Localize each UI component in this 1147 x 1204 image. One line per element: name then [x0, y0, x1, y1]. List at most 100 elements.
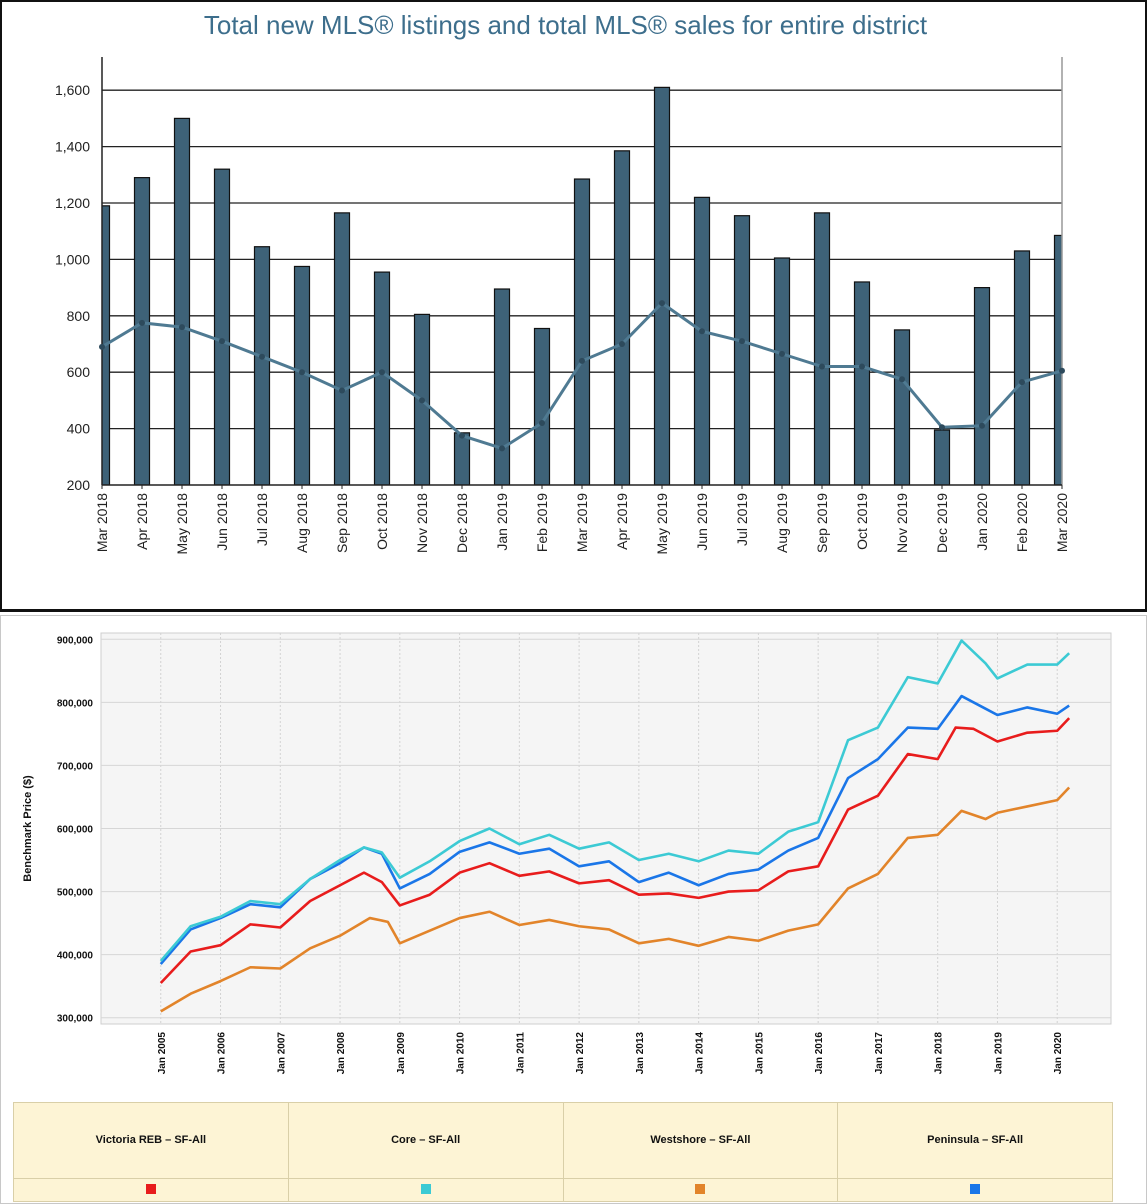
x-tick-label: Sep 2018 — [334, 493, 350, 553]
x-tick-label: Feb 2019 — [534, 493, 550, 552]
x-tick-label: Aug 2018 — [294, 493, 310, 553]
y-tick-label: 1,600 — [55, 82, 90, 98]
bar — [1013, 250, 1031, 485]
y-tick-label: 1,400 — [55, 139, 90, 155]
legend-item-core[interactable]: Core – SF-All — [288, 1103, 564, 1201]
x-tick-label: Jan 2014 — [695, 1032, 706, 1075]
benchmark-price-chart-panel: Jan 2005 Jan 2006 Jan 2007 Jan 2008 Jan 2009… — [0, 615, 1147, 1204]
x-tick-label: Jan 2020 — [974, 493, 990, 551]
legend-swatch — [970, 1184, 981, 1194]
legend-item-victoria[interactable]: Victoria REB – SF-All — [14, 1103, 289, 1201]
x-tick-label: Mar 2020 — [1054, 493, 1070, 552]
bar — [613, 150, 631, 485]
line-point — [539, 419, 545, 426]
x-tick-label: Dec 2019 — [934, 493, 950, 553]
bar — [453, 432, 471, 485]
legend-label: Peninsula – SF-All — [927, 1134, 1024, 1146]
x-tick-label: Jul 2019 — [734, 493, 750, 546]
x-tick-label: Apr 2018 — [134, 493, 150, 550]
x-tick-label: Jan 2017 — [874, 1032, 885, 1075]
x-tick-label: Sep 2019 — [814, 493, 830, 553]
line-point — [459, 432, 465, 439]
x-tick-label: Mar 2018 — [94, 493, 110, 552]
x-tick-label: Jan 2013 — [635, 1032, 646, 1075]
legend-swatch — [695, 1184, 706, 1194]
bar — [693, 196, 711, 485]
line-point — [619, 341, 625, 347]
series-line — [159, 717, 1071, 984]
bar — [773, 257, 791, 485]
x-tick-label: Jan 2007 — [276, 1032, 287, 1075]
bar — [653, 86, 671, 485]
x-tick-label: Nov 2018 — [414, 493, 430, 553]
x-tick-label: Apr 2019 — [614, 493, 630, 550]
y-tick-label: 1,000 — [55, 251, 90, 267]
x-tick-label: Jan 2008 — [336, 1032, 347, 1075]
series-line — [159, 694, 1070, 965]
series-line — [159, 639, 1071, 962]
x-tick-label: Aug 2019 — [774, 493, 790, 553]
bar — [253, 246, 271, 485]
line-point — [1059, 367, 1065, 374]
y-tick-label: 200 — [67, 477, 91, 493]
y-tick-label: 400,000 — [57, 951, 94, 962]
line-point — [579, 357, 585, 364]
line-point — [219, 338, 225, 345]
line-point — [1019, 379, 1025, 386]
legend-swatch — [145, 1184, 156, 1194]
series-line — [160, 786, 1071, 1013]
bar — [493, 288, 511, 485]
bar — [933, 429, 951, 485]
line-point — [659, 300, 665, 307]
x-tick-label: May 2018 — [174, 493, 190, 555]
x-tick-label: Jan 2006 — [217, 1032, 228, 1075]
legend-item-westshore[interactable]: Westshore – SF-All — [563, 1103, 839, 1201]
bar — [893, 329, 911, 485]
bar — [733, 215, 751, 485]
listings-sales-chart: 200 400 600 800 1,000 1,200 1,400 1,600 Mar 2018… — [55, 57, 1070, 555]
legend-label: Westshore – SF-All — [650, 1134, 751, 1146]
x-tick-label: Dec 2018 — [454, 493, 470, 553]
x-tick-label: Jan 2012 — [575, 1032, 586, 1075]
line-point — [179, 324, 185, 331]
x-tick-label: Jun 2019 — [694, 493, 710, 551]
x-tick-label: Jan 2010 — [456, 1032, 467, 1075]
listings-sales-chart-panel: 200 400 600 800 1,000 1,200 1,400 1,600 Mar 2018… — [0, 0, 1147, 612]
x-tick-label: Jan 2015 — [754, 1032, 765, 1075]
line-point — [819, 363, 825, 370]
x-tick-label: Mar 2019 — [574, 493, 590, 552]
y-axis-label: Benchmark Price ($) — [22, 775, 34, 882]
line-point — [699, 328, 705, 335]
x-tick-label: Jul 2018 — [254, 493, 270, 546]
line-point — [139, 319, 145, 326]
y-tick-label: 600 — [67, 364, 91, 380]
x-tick-label: Jan 2011 — [515, 1032, 526, 1074]
line-point — [499, 445, 505, 452]
x-tick-label: Oct 2019 — [854, 493, 870, 550]
chart-title: Total new MLS® listings and total MLS® s… — [203, 10, 928, 40]
legend-swatch — [420, 1184, 431, 1194]
line-point — [299, 369, 305, 376]
x-tick-label: Jan 2020 — [1053, 1032, 1064, 1075]
bar-series — [102, 86, 1062, 485]
bar — [813, 212, 831, 485]
bar — [173, 117, 191, 485]
y-tick-label: 900,000 — [57, 635, 94, 646]
bar — [373, 271, 391, 485]
legend-item-peninsula[interactable]: Peninsula – SF-All — [838, 1103, 1112, 1201]
line-point — [379, 369, 385, 376]
x-tick-label: Jun 2018 — [214, 493, 230, 551]
bar — [533, 327, 551, 485]
x-tick-label: Jan 2019 — [494, 493, 510, 551]
y-tick-label: 500,000 — [57, 888, 94, 899]
bar — [573, 178, 591, 485]
x-tick-label: Jan 2018 — [934, 1032, 945, 1075]
line-point — [259, 353, 265, 360]
x-tick-label: Jan 2005 — [157, 1032, 168, 1075]
line-point — [899, 376, 905, 383]
y-tick-label: 1,200 — [55, 195, 90, 211]
x-tick-label: May 2019 — [654, 493, 670, 555]
chart-legend: Victoria REB – SF-All Core – SF-All West… — [13, 1102, 1113, 1202]
x-tick-label: Oct 2018 — [374, 493, 390, 550]
y-tick-label: 600,000 — [57, 825, 94, 836]
